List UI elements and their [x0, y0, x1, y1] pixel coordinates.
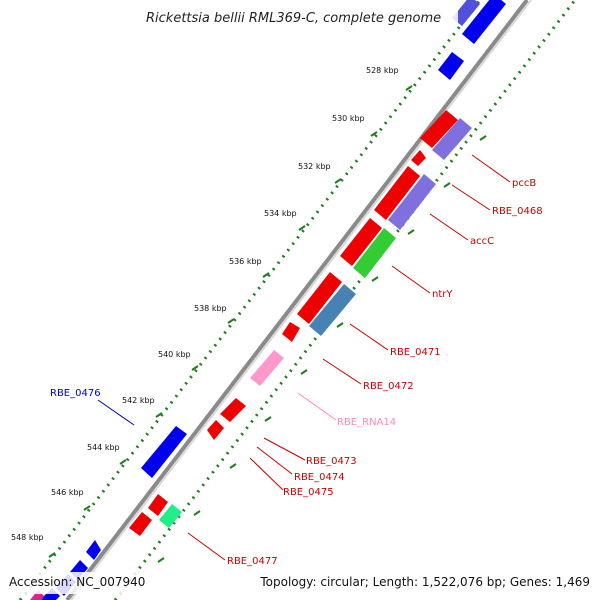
kbp-label: 528 kbp	[366, 66, 399, 75]
gene-arrow[interactable]	[411, 150, 426, 166]
gene-arrow-RBE_RNA14[interactable]	[250, 350, 284, 386]
gene-arrow[interactable]	[220, 398, 246, 422]
gene-arrow[interactable]	[462, 0, 506, 44]
kbp-label: 532 kbp	[298, 162, 331, 171]
gene-label-ntrY[interactable]: ntrY	[432, 289, 453, 300]
gene-label-RBE_0474[interactable]: RBE_0474	[294, 472, 345, 483]
gene-arrow-RBE_0477[interactable]	[159, 504, 182, 528]
footer-backing	[4, 572, 596, 594]
title-backing	[140, 6, 458, 26]
gene-arrow[interactable]	[374, 166, 420, 220]
gene-arrow[interactable]	[420, 110, 458, 148]
topology-summary: Topology: circular; Length: 1,522,076 bp…	[259, 575, 590, 589]
gene-arrow[interactable]	[340, 218, 382, 266]
kbp-labels: 528 kbp 530 kbp 532 kbp 534 kbp 536 kbp …	[11, 66, 399, 542]
kbp-label: 540 kbp	[158, 350, 191, 359]
gene-label-RBE_RNA14[interactable]: RBE_RNA14	[337, 417, 396, 428]
gene-arrow[interactable]	[141, 426, 187, 478]
gene-label-RBE_0475[interactable]: RBE_0475	[283, 487, 334, 498]
gene-arrow[interactable]	[86, 540, 101, 560]
forward-genes	[40, 0, 506, 600]
kbp-label: 548 kbp	[11, 533, 44, 542]
kbp-label: 542 kbp	[122, 396, 155, 405]
gene-arrow-RBE_0468[interactable]	[388, 174, 436, 230]
gene-arrow[interactable]	[452, 0, 480, 26]
kbp-label: 546 kbp	[51, 488, 84, 497]
gene-label-RBE_0477[interactable]: RBE_0477	[227, 556, 278, 567]
reverse-genes	[129, 110, 458, 536]
gene-arrow[interactable]	[148, 494, 168, 516]
gene-arrow[interactable]	[297, 272, 342, 324]
gene-label-accC[interactable]: accC	[470, 236, 494, 247]
outer-dotted-ring	[18, 0, 482, 600]
kbp-label: 544 kbp	[87, 443, 120, 452]
gene-arrow[interactable]	[129, 512, 152, 536]
kbp-tick-marks	[48, 85, 413, 558]
kbp-label: 538 kbp	[194, 304, 227, 313]
genome-backbone	[65, 0, 529, 600]
inner-tick-marks	[157, 135, 487, 563]
label-leaders	[97, 154, 511, 561]
gene-arrow[interactable]	[207, 420, 224, 440]
gene-arrow[interactable]	[282, 322, 300, 342]
gene-arrow-RBE_0471[interactable]	[309, 284, 356, 336]
gene-label-pccB[interactable]: pccB	[512, 178, 536, 189]
genome-backbone-shadow	[70, 0, 532, 600]
gene-label-RBE_0471[interactable]: RBE_0471	[390, 347, 441, 358]
map-title: Rickettsia bellii RML369-C, complete gen…	[146, 11, 441, 26]
gene-arrow[interactable]	[438, 52, 464, 80]
kbp-label: 530 kbp	[332, 114, 365, 123]
gene-labels: pccB RBE_0468 accC ntrY RBE_0471 RBE_047…	[50, 178, 543, 567]
gene-label-RBE_0476[interactable]: RBE_0476	[50, 388, 101, 399]
gene-label-RBE_0472[interactable]: RBE_0472	[363, 381, 414, 392]
kbp-label: 536 kbp	[229, 257, 262, 266]
accession-text: Accession: NC_007940	[9, 575, 145, 589]
kbp-label: 534 kbp	[264, 209, 297, 218]
gene-arrow-pccB[interactable]	[432, 118, 472, 160]
gene-label-RBE_0473[interactable]: RBE_0473	[306, 456, 357, 467]
gene-label-RBE_0468[interactable]: RBE_0468	[492, 206, 543, 217]
gene-arrow-ntrY[interactable]	[353, 228, 396, 278]
